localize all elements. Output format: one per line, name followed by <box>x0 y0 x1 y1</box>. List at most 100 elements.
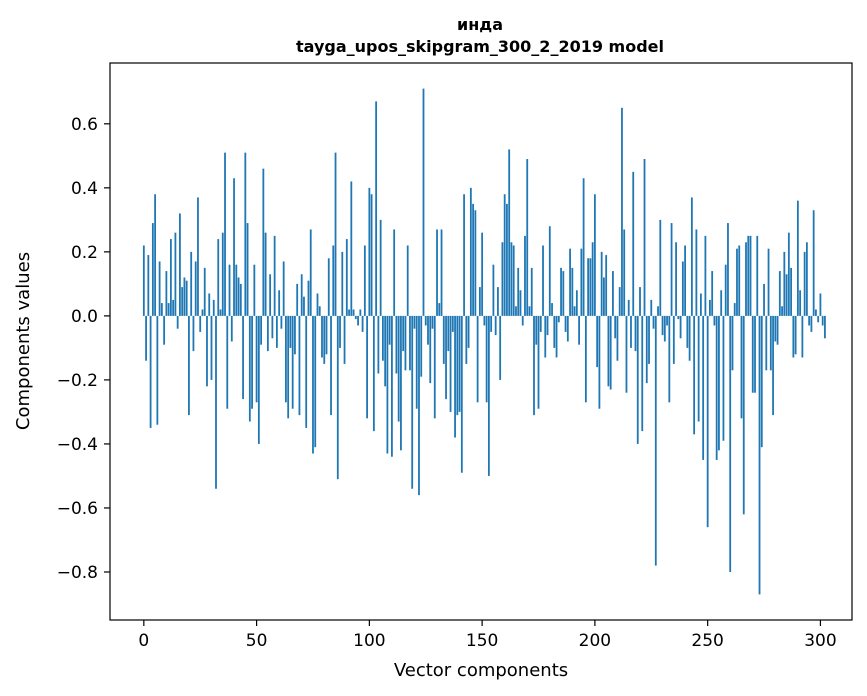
bar <box>584 315 587 403</box>
bar <box>494 315 497 336</box>
bar <box>269 274 272 316</box>
bar <box>587 258 590 316</box>
bar <box>233 178 235 316</box>
bar <box>151 223 154 316</box>
y-tick-label: −0.8 <box>57 563 98 583</box>
bar <box>533 315 535 416</box>
bar <box>368 187 371 316</box>
bar <box>503 194 506 316</box>
bar <box>402 315 405 352</box>
bar <box>210 315 213 380</box>
y-axis-label: Components values <box>13 252 34 430</box>
bar <box>666 315 668 326</box>
bar <box>713 315 716 326</box>
bar <box>215 315 217 489</box>
bar <box>625 315 628 393</box>
bar <box>266 315 269 352</box>
bar <box>571 267 574 316</box>
bar <box>643 159 646 316</box>
bar <box>445 315 447 400</box>
bar <box>476 315 479 403</box>
bar <box>803 251 806 316</box>
bar <box>257 315 260 444</box>
bar <box>718 315 720 451</box>
bar <box>163 315 166 345</box>
bar <box>582 178 585 316</box>
y-tick-label: 0.4 <box>71 179 98 199</box>
bar <box>675 242 677 316</box>
bar <box>440 229 443 316</box>
bar <box>657 306 659 316</box>
bar <box>794 315 797 355</box>
bar <box>778 271 781 316</box>
bar <box>474 210 477 316</box>
chart-title: инда <box>457 15 503 34</box>
bar <box>569 248 571 316</box>
bar <box>307 280 310 316</box>
bar <box>303 296 305 316</box>
bar <box>767 248 770 316</box>
bar <box>772 315 774 416</box>
bar <box>345 239 348 316</box>
bar <box>796 200 799 316</box>
bar <box>316 293 319 316</box>
bars-group <box>142 88 826 595</box>
bar <box>672 315 675 364</box>
bar <box>190 251 193 316</box>
bar <box>442 315 445 364</box>
bar <box>343 315 346 364</box>
bar <box>787 232 790 316</box>
bar <box>524 235 526 316</box>
bar <box>537 315 540 409</box>
bar <box>751 315 754 393</box>
bar <box>199 315 202 332</box>
bar <box>264 232 267 316</box>
bar <box>621 107 623 316</box>
bar <box>212 299 215 316</box>
bar <box>348 309 350 316</box>
y-tick-label: −0.6 <box>57 499 98 519</box>
bar <box>154 194 156 316</box>
bar <box>557 315 560 323</box>
bar <box>305 315 308 428</box>
bar <box>636 315 639 444</box>
bar <box>217 239 220 316</box>
bar <box>309 229 312 316</box>
bar <box>433 315 436 419</box>
bar <box>273 235 276 316</box>
x-axis-label: Vector components <box>394 660 568 681</box>
bar <box>634 315 637 352</box>
bar <box>145 315 147 361</box>
bar <box>492 264 495 316</box>
bar <box>812 210 815 316</box>
bar <box>758 315 761 595</box>
bar <box>519 290 522 316</box>
y-tick-label: 0.0 <box>71 307 98 327</box>
bar <box>176 315 179 329</box>
y-tick-label: 0.2 <box>71 243 98 263</box>
bar <box>183 277 186 316</box>
bar <box>526 159 529 316</box>
bar <box>481 232 484 316</box>
bar <box>427 315 429 345</box>
bar <box>330 315 332 416</box>
bar <box>449 315 452 412</box>
bar <box>226 315 229 409</box>
bar <box>652 315 655 329</box>
bar <box>695 229 698 316</box>
bar <box>562 271 565 316</box>
bar <box>469 187 472 316</box>
bar <box>244 152 247 316</box>
bar <box>517 267 520 316</box>
bar <box>727 223 729 316</box>
bar <box>413 315 416 329</box>
bar <box>490 315 493 332</box>
bar <box>742 315 745 515</box>
bar <box>810 315 813 332</box>
bar <box>248 315 251 422</box>
x-tick-label: 0 <box>138 631 149 651</box>
bar <box>381 315 384 361</box>
bar <box>609 315 612 390</box>
bar <box>237 277 240 316</box>
bar <box>632 171 635 316</box>
